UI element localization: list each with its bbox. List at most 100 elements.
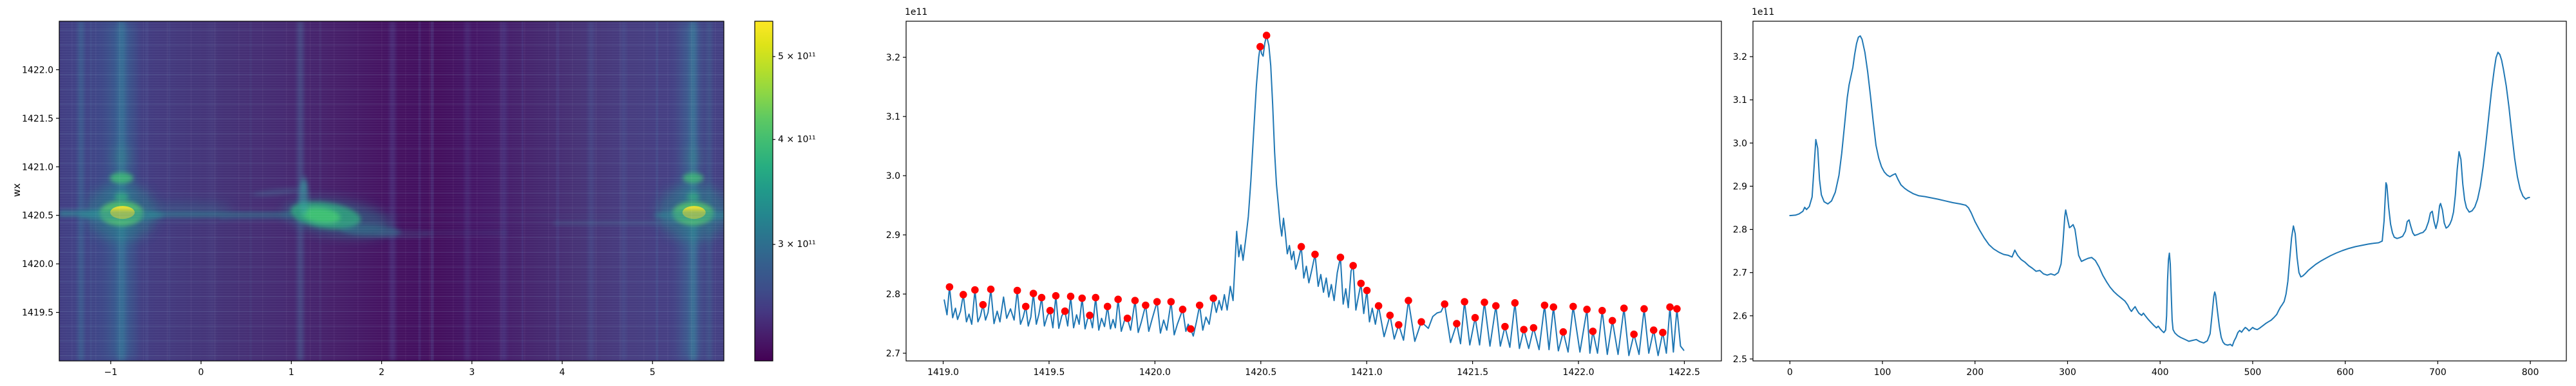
heatmap-column-texture xyxy=(59,21,724,361)
spectrogram-image xyxy=(59,21,724,361)
y-tick-label: 1421.0 xyxy=(22,162,53,172)
x-tick-label: 1419.0 xyxy=(927,367,959,378)
y-tick-label: 2.9 xyxy=(886,230,900,241)
y-tick-label: 3.2 xyxy=(886,53,900,63)
y-tick-label: 1420.5 xyxy=(22,211,53,221)
axes-spines xyxy=(59,21,724,362)
y-tick-label: 1420.0 xyxy=(22,259,53,270)
peak-marker xyxy=(1501,322,1509,331)
peak-marker xyxy=(1405,297,1412,304)
y-tick-label: 3.0 xyxy=(1733,138,1747,149)
x-tick-label: 1421.0 xyxy=(1351,367,1383,378)
peak-marker xyxy=(1630,330,1638,338)
x-tick-label: 1422.0 xyxy=(1563,367,1595,378)
x-tick-label: 600 xyxy=(2336,367,2354,378)
y-tick-label: 2.7 xyxy=(1733,268,1747,279)
peak-marker xyxy=(1659,329,1667,336)
peak-marker xyxy=(1029,290,1037,297)
peak-marker xyxy=(1078,294,1086,302)
peak-marker xyxy=(1046,307,1054,315)
peak-marker xyxy=(945,283,954,291)
y-tick-label: 3.2 xyxy=(1733,52,1747,62)
x-tick-label: 500 xyxy=(2244,367,2262,378)
spectrogram-y-axis-label: wx xyxy=(11,183,23,198)
peak-marker xyxy=(1131,297,1139,304)
peak-marker xyxy=(1549,303,1558,311)
peak-marker xyxy=(1114,295,1122,304)
peak-marker xyxy=(1311,250,1319,259)
axes-spines xyxy=(905,21,1722,362)
x-tick-label: 1420.5 xyxy=(1245,367,1276,378)
peak-marker xyxy=(1461,298,1468,306)
x-tick-label: 3 xyxy=(469,367,475,378)
peak-marker xyxy=(1608,317,1616,325)
colorbar xyxy=(754,21,775,362)
peak-marker xyxy=(1417,318,1425,326)
peak-marker xyxy=(1336,253,1345,261)
y-tick-label: 1422.0 xyxy=(22,65,53,75)
peak-marker xyxy=(1349,262,1357,270)
peak-marker xyxy=(1620,304,1628,312)
full-spectrum-offset-label: 1e11 xyxy=(1752,7,1775,17)
peak-marker xyxy=(1123,314,1132,322)
x-tick-label: 200 xyxy=(1966,367,1984,378)
x-tick-label: 1422.5 xyxy=(1669,367,1700,378)
peak-marker xyxy=(1357,279,1365,288)
peak-marker xyxy=(979,300,987,309)
spectrogram-panel: −1 0 1 2 3 4 5 1422.0 1421.5 1421.0 1420.5 1420.0 14… xyxy=(22,21,724,378)
peak-marker xyxy=(1386,311,1394,319)
peak-marker xyxy=(1153,298,1161,306)
peak-marker xyxy=(1262,32,1271,39)
full-spectrum-panel: 0 100 200 300 400 500 600 700 800 3.2 3.1 3.0 2.9 2.8… xyxy=(1733,21,2567,378)
peak-marker xyxy=(971,286,979,294)
peak-marker xyxy=(1103,302,1112,311)
colorbar-gradient xyxy=(754,21,773,362)
zoom-spectrum-offset-label: 1e11 xyxy=(905,7,928,17)
peak-marker xyxy=(1481,299,1488,306)
peak-marker xyxy=(1209,294,1217,302)
axes-spines xyxy=(1752,21,2567,362)
x-tick-label: 800 xyxy=(2522,367,2539,378)
y-tick-label: 2.6 xyxy=(1733,311,1747,322)
peak-marker xyxy=(1441,300,1449,308)
colorbar-tick-label: 4 × 10¹¹ xyxy=(778,134,816,145)
peak-marker xyxy=(1179,306,1187,313)
peak-marker xyxy=(1583,306,1591,313)
peak-marker xyxy=(1559,328,1567,336)
peak-marker xyxy=(1021,302,1030,311)
peak-marker xyxy=(1052,292,1060,300)
peak-marker xyxy=(1086,311,1094,319)
peak-marker xyxy=(1453,320,1461,327)
y-tick-label: 2.7 xyxy=(886,349,900,359)
y-tick-label: 3.0 xyxy=(886,171,900,181)
peak-marker xyxy=(1520,326,1528,334)
x-tick-label: 700 xyxy=(2429,367,2447,378)
peak-marker xyxy=(1374,302,1383,310)
peak-marker xyxy=(987,285,995,293)
x-tick-label: 0 xyxy=(198,367,204,378)
x-tick-label: 1420.0 xyxy=(1139,367,1171,378)
peak-marker xyxy=(1142,301,1150,309)
peak-marker xyxy=(1037,293,1046,302)
x-tick-label: 4 xyxy=(560,367,565,378)
peak-marker xyxy=(1297,243,1305,251)
colorbar-tick-label: 5 × 10¹¹ xyxy=(778,51,816,62)
full-spectrum-panel-content xyxy=(1789,35,2530,347)
peak-marker xyxy=(1569,302,1577,311)
peak-marker xyxy=(1395,321,1403,329)
x-tick-label: 2 xyxy=(379,367,384,378)
x-tick-label: 1 xyxy=(289,367,294,378)
peak-marker xyxy=(1195,301,1204,309)
x-tick-label: 1421.5 xyxy=(1457,367,1488,378)
peak-marker xyxy=(1013,286,1021,295)
peak-marker xyxy=(1092,293,1100,302)
peak-marker xyxy=(1530,324,1538,332)
spectrum-line xyxy=(1789,35,2530,347)
peak-marker xyxy=(1492,302,1500,310)
peak-marker xyxy=(1066,292,1075,300)
y-tick-label: 2.9 xyxy=(1733,181,1747,192)
x-tick-label: −1 xyxy=(104,367,118,378)
peak-marker xyxy=(1540,301,1549,309)
peak-marker xyxy=(1061,307,1069,315)
